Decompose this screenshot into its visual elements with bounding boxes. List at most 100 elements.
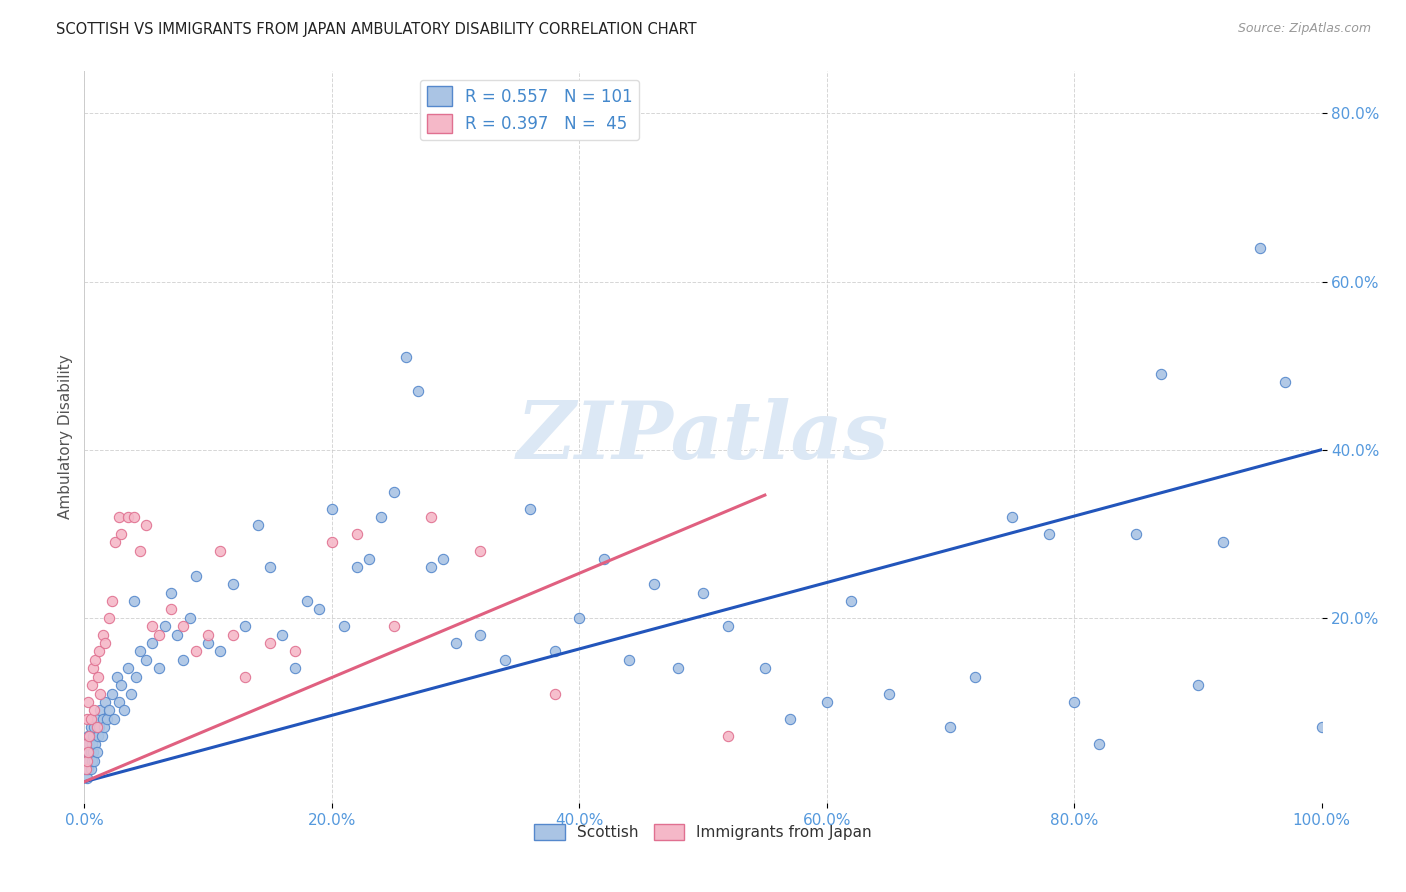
Point [86,720,108,734]
Point [141,619,163,633]
Legend: Scottish, Immigrants from Japan: Scottish, Immigrants from Japan [527,818,879,847]
Point [91,627,114,641]
Point [76,737,98,751]
Point [89,686,111,700]
Point [79,737,101,751]
Point [135,518,157,533]
Point [77,695,100,709]
Point [246,518,269,533]
Point [79,754,101,768]
Point [125,670,148,684]
Point [333,619,356,633]
Point [519,501,541,516]
Point [112,703,135,717]
Point [717,619,740,633]
Point [593,552,616,566]
Point [153,619,176,633]
Point [89,644,111,658]
Point [120,686,142,700]
Text: ZIPatlas: ZIPatlas [517,399,889,475]
Point [1088,737,1111,751]
Point [79,720,101,734]
Point [103,712,125,726]
Point [197,627,219,641]
Point [122,594,145,608]
Point [666,661,689,675]
Point [84,653,107,667]
Point [779,712,801,726]
Point [166,627,188,641]
Point [1187,678,1209,692]
Point [432,552,454,566]
Point [284,661,307,675]
Point [80,737,103,751]
Text: SCOTTISH VS IMMIGRANTS FROM JAPAN AMBULATORY DISABILITY CORRELATION CHART: SCOTTISH VS IMMIGRANTS FROM JAPAN AMBULA… [56,22,697,37]
Point [87,670,110,684]
Point [308,602,330,616]
Point [815,695,838,709]
Point [87,729,110,743]
Point [141,636,163,650]
Point [135,653,157,667]
Point [222,627,245,641]
Point [75,762,97,776]
Point [321,501,343,516]
Point [122,510,145,524]
Point [89,720,111,734]
Point [184,644,207,658]
Point [1125,526,1147,541]
Point [259,560,281,574]
Point [1150,367,1173,381]
Point [75,737,97,751]
Point [129,543,152,558]
Point [444,636,467,650]
Point [110,678,132,692]
Point [94,695,117,709]
Point [82,745,104,759]
Point [717,729,740,743]
Point [83,703,105,717]
Point [419,560,441,574]
Point [643,577,665,591]
Point [75,762,97,776]
Point [1038,526,1060,541]
Point [77,745,100,759]
Point [160,602,183,616]
Point [98,703,121,717]
Point [382,484,405,499]
Point [259,636,281,650]
Point [76,754,98,768]
Point [86,745,108,759]
Point [209,644,232,658]
Point [692,585,714,599]
Point [89,703,111,717]
Point [83,754,105,768]
Point [284,644,307,658]
Point [117,510,139,524]
Point [91,712,114,726]
Point [77,762,100,776]
Point [100,594,122,608]
Point [470,543,492,558]
Point [148,627,170,641]
Point [98,611,121,625]
Point [80,678,103,692]
Point [617,653,640,667]
Point [357,552,380,566]
Point [105,670,128,684]
Point [939,720,962,734]
Point [80,754,103,768]
Point [754,661,776,675]
Point [93,720,115,734]
Y-axis label: Ambulatory Disability: Ambulatory Disability [58,355,73,519]
Point [76,754,98,768]
Point [76,771,98,785]
Point [295,594,318,608]
Point [77,729,100,743]
Point [108,510,131,524]
Point [841,594,863,608]
Point [129,644,152,658]
Point [346,560,368,574]
Point [1001,510,1024,524]
Point [79,729,101,743]
